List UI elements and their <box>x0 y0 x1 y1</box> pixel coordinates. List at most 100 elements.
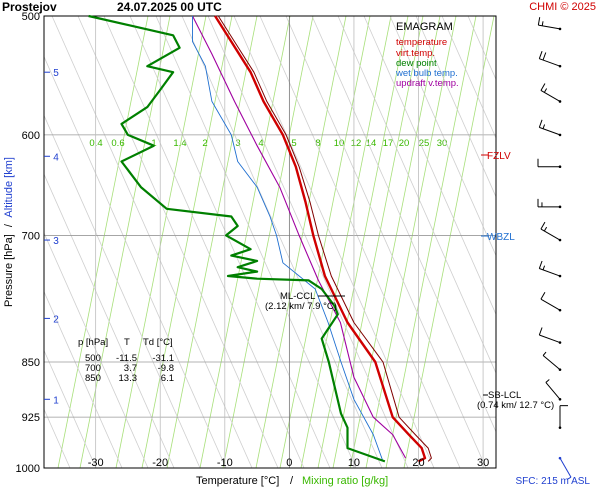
dry-adiabat-line <box>259 15 461 469</box>
wind-barb <box>537 17 562 31</box>
table-header-dewpoint: Td [°C] <box>143 337 173 348</box>
altitude-tick-label: 2 <box>53 314 59 325</box>
mixing-ratio-tick-label: 5 <box>291 138 296 149</box>
updraft-line <box>192 15 407 459</box>
table-cell: 3.7 <box>124 363 137 374</box>
mixing-ratio-line <box>166 15 258 469</box>
dry-adiabat-line <box>285 15 487 469</box>
table-cell: -31.1 <box>152 353 174 364</box>
wind-barb-staff <box>540 228 561 241</box>
credit-text: CHMI © 2025 <box>529 1 596 13</box>
wind-barb-flag <box>540 83 546 91</box>
wind-barb-staff <box>559 457 572 478</box>
wind-barb-staff <box>540 90 561 102</box>
wind-barb-station-dot <box>558 397 562 401</box>
wind-barb <box>558 405 568 429</box>
altitude-tick-label: 4 <box>53 152 59 163</box>
wind-barb-flag <box>538 260 543 269</box>
fzlv-label: FZLV <box>487 151 511 162</box>
wind-barb-half-flag <box>543 88 548 93</box>
table-cell: 6.1 <box>161 373 174 384</box>
mixing-ratio-tick-label: 0.6 <box>111 138 124 149</box>
wind-barb-station-dot <box>558 238 562 242</box>
table-header-temperature: T <box>124 337 130 348</box>
level-annotations: FZLV WBZL ML-CCL (2.12 km/ 7.9 °C) SB-LC… <box>265 151 554 411</box>
wind-barb-station-dot <box>558 100 562 103</box>
temperature-tick-label: 30 <box>477 457 489 469</box>
sb-lcl-values: (0.74 km/ 12.7 °C) <box>477 400 554 411</box>
wind-barb <box>540 221 562 242</box>
wind-barb-flag <box>542 52 547 61</box>
dry-adiabat-line <box>43 409 71 469</box>
table-cell: 850 <box>85 373 101 384</box>
wind-barb-station-dot <box>558 341 562 344</box>
altitude-tick-label: 5 <box>53 68 59 79</box>
mixing-ratio-tick-label: 14 <box>366 138 377 149</box>
station-name: Prostejov <box>2 0 57 14</box>
wind-barb-half-flag <box>542 265 546 271</box>
mixing-ratio-line <box>115 15 207 469</box>
mixing-ratio-line <box>222 15 314 469</box>
mixing-ratio-line <box>403 15 495 469</box>
wind-barb-staff <box>540 298 561 311</box>
wind-barb-staff <box>539 58 561 67</box>
dry-adiabat-line <box>43 291 123 469</box>
table-cell: 13.3 <box>119 373 138 384</box>
legend-item-updraft: updraft v.temp. <box>396 78 459 89</box>
mixing-ratio-line <box>332 15 424 469</box>
wind-barb-station-dot <box>558 274 562 278</box>
wind-barb-half-flag <box>543 226 548 232</box>
wind-barb-flag <box>538 119 543 128</box>
mixing-ratio-tick-label: 1 <box>151 138 156 149</box>
legend-item-temperature: temperature <box>396 37 447 48</box>
wind-barb <box>558 456 572 480</box>
mixing-ratio-tick-label: 12 <box>351 138 362 149</box>
wet-bulb-line <box>192 16 384 462</box>
dry-adiabat-line <box>43 174 175 469</box>
mixing-ratio-line <box>255 15 347 469</box>
wbzl-label: WBZL <box>487 232 515 243</box>
mixing-ratio-line <box>199 15 291 469</box>
dry-adiabat-line <box>77 15 279 469</box>
wind-barb-station-dot <box>558 456 562 460</box>
dry-adiabat-line <box>311 15 497 433</box>
x-axis-label-separator: / <box>290 475 294 487</box>
legend: EMAGRAM temperature virt.temp. dew point… <box>395 21 459 89</box>
sounding-datetime: 24.07.2025 00 UTC <box>117 0 222 14</box>
mixing-ratio-tick-label: 2 <box>202 138 207 149</box>
y-axis-label-pressure: Pressure [hPa] <box>3 234 15 307</box>
legend-item-wet-bulb: wet bulb temp. <box>395 68 458 79</box>
mixing-ratio-line <box>279 15 371 469</box>
dry-adiabat-line <box>415 15 497 197</box>
surface-elevation-note: SFC: 215 m ASL <box>516 476 591 487</box>
wind-barb-staff <box>539 268 561 277</box>
ml-ccl-values: (2.12 km/ 7.9 °C) <box>265 301 337 312</box>
temperature-line <box>214 15 427 463</box>
table-cell: 700 <box>85 363 101 374</box>
temperature-tick-label: 0 <box>286 457 292 469</box>
y-axis-label-separator: / <box>3 223 15 227</box>
mixing-ratio-tick-label: 1.4 <box>173 138 186 149</box>
wind-barb-half-flag <box>542 351 547 356</box>
table-cell: -11.5 <box>116 353 137 364</box>
altitude-tick-label: 3 <box>53 236 59 247</box>
wind-barb <box>538 327 562 344</box>
wind-barb-flag <box>538 50 543 59</box>
temperature-tick-label: 20 <box>412 457 424 469</box>
wind-barb-half-flag <box>545 379 550 383</box>
wind-barb <box>540 291 562 312</box>
dry-adiabat-line <box>207 15 409 469</box>
wind-barb-staff <box>545 382 561 400</box>
temperature-tick-label: -10 <box>217 457 233 469</box>
mixing-ratio-tick-label: 30 <box>437 138 448 149</box>
wind-barb-flag <box>538 327 543 336</box>
legend-item-dew-point: dew point <box>396 58 437 69</box>
mixing-ratio-tick-label: 17 <box>383 138 394 149</box>
pressure-tick-label: 925 <box>22 412 40 424</box>
summary-table: p [hPa] T Td [°C] 500 -11.5 -31.1 700 3.… <box>78 337 174 384</box>
dry-adiabat-line <box>233 15 435 469</box>
mixing-ratio-line <box>349 15 441 469</box>
wind-barb-station-dot <box>558 426 562 429</box>
virtual-temperature-line <box>217 15 432 462</box>
